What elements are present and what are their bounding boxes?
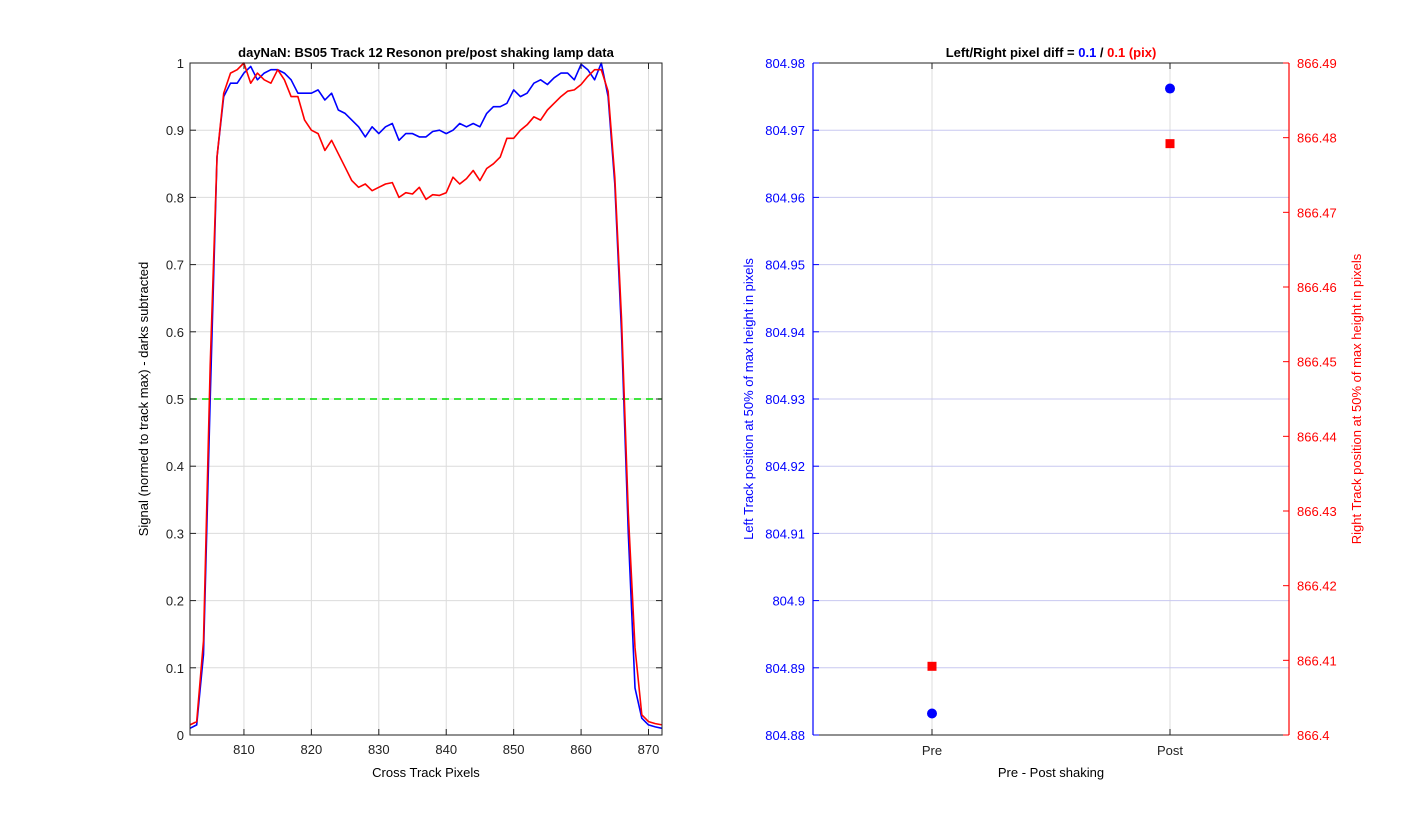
right-y-tick-label: 866.49 (1297, 56, 1337, 71)
right-y-tick-label: 866.48 (1297, 131, 1337, 146)
left-y-tick-label: 804.89 (765, 661, 805, 676)
x-tick-label: 870 (638, 742, 660, 757)
left-y-tick-label: 804.96 (765, 190, 805, 205)
grid-lines (813, 62, 1289, 736)
left-y-tick-label: 804.88 (765, 728, 805, 743)
y-tick-label: 0.3 (166, 526, 184, 541)
y-tick-label: 0.9 (166, 123, 184, 138)
y-axis-label: Signal (normed to track max) - darks sub… (136, 262, 151, 537)
y-tick-label: 0.1 (166, 661, 184, 676)
x-tick-label: Post (1157, 743, 1183, 758)
right-track-point (927, 661, 937, 671)
y-tick-label: 0.8 (166, 190, 184, 205)
title-left-diff: 0.1 (1078, 45, 1096, 60)
left-y-axis-label: Left Track position at 50% of max height… (741, 258, 756, 540)
chart-title: Left/Right pixel diff = 0.1 / 0.1 (pix) (946, 45, 1157, 60)
right-y-tick-label: 866.44 (1297, 429, 1337, 444)
right-y-axis-label: Right Track position at 50% of max heigh… (1349, 253, 1364, 544)
lamp-profile-chart: dayNaN: BS05 Track 12 Resonon pre/post s… (136, 45, 663, 780)
track-position-chart: Left/Right pixel diff = 0.1 / 0.1 (pix) … (741, 45, 1364, 780)
left-track-point (1165, 83, 1175, 94)
title-prefix: Left/Right pixel diff = (946, 45, 1079, 60)
y-tick-label: 0.7 (166, 258, 184, 273)
x-tick-label: 820 (301, 742, 323, 757)
x-tick-label: 840 (435, 742, 457, 757)
x-tick-label: 850 (503, 742, 525, 757)
y-tick-label: 0.5 (166, 392, 184, 407)
right-y-tick-label: 866.45 (1297, 355, 1337, 370)
left-y-tick-label: 804.97 (765, 123, 805, 138)
data-lines (189, 62, 663, 730)
left-y-tick-label: 804.93 (765, 392, 805, 407)
x-tick-label: Pre (922, 743, 942, 758)
x-tick-label: 860 (570, 742, 592, 757)
left-y-tick-label: 804.94 (765, 325, 805, 340)
x-tick-label: 810 (233, 742, 255, 757)
axes: 810 820 830 840 850 860 870 0 0.1 0.2 0.3 0.4 0.5 0.6… (166, 56, 663, 757)
title-right-diff: 0.1 (pix) (1107, 45, 1156, 60)
right-y-tick-label: 866.46 (1297, 280, 1337, 295)
right-y-tick-label: 866.4 (1297, 728, 1330, 743)
data-points (927, 83, 1175, 719)
x-tick-label: 830 (368, 742, 390, 757)
chart-title: dayNaN: BS05 Track 12 Resonon pre/post s… (238, 45, 614, 60)
left-y-tick-label: 804.9 (772, 594, 805, 609)
right-y-tick-label: 866.47 (1297, 205, 1337, 220)
y-tick-label: 0.2 (166, 594, 184, 609)
post-shaking-line (189, 62, 663, 726)
left-y-tick-label: 804.92 (765, 459, 805, 474)
left-y-tick-label: 804.95 (765, 258, 805, 273)
left-y-tick-label: 804.98 (765, 56, 805, 71)
right-y-tick-label: 866.43 (1297, 504, 1337, 519)
y-tick-label: 0.6 (166, 325, 184, 340)
x-axis-label: Pre - Post shaking (998, 765, 1104, 780)
right-y-tick-label: 866.41 (1297, 653, 1337, 668)
y-tick-label: 1 (177, 56, 184, 71)
right-track-point (1165, 139, 1175, 149)
y-tick-label: 0 (177, 728, 184, 743)
left-y-tick-label: 804.91 (765, 526, 805, 541)
right-y-tick-label: 866.42 (1297, 579, 1337, 594)
y-tick-label: 0.4 (166, 459, 184, 474)
axes: Pre Post 804.88 804.89 804.9 804.91 804.92 804.… (765, 56, 1337, 758)
x-axis-label: Cross Track Pixels (372, 765, 480, 780)
left-track-point (927, 708, 937, 719)
pre-shaking-line (189, 62, 663, 730)
title-separator: / (1096, 45, 1107, 60)
